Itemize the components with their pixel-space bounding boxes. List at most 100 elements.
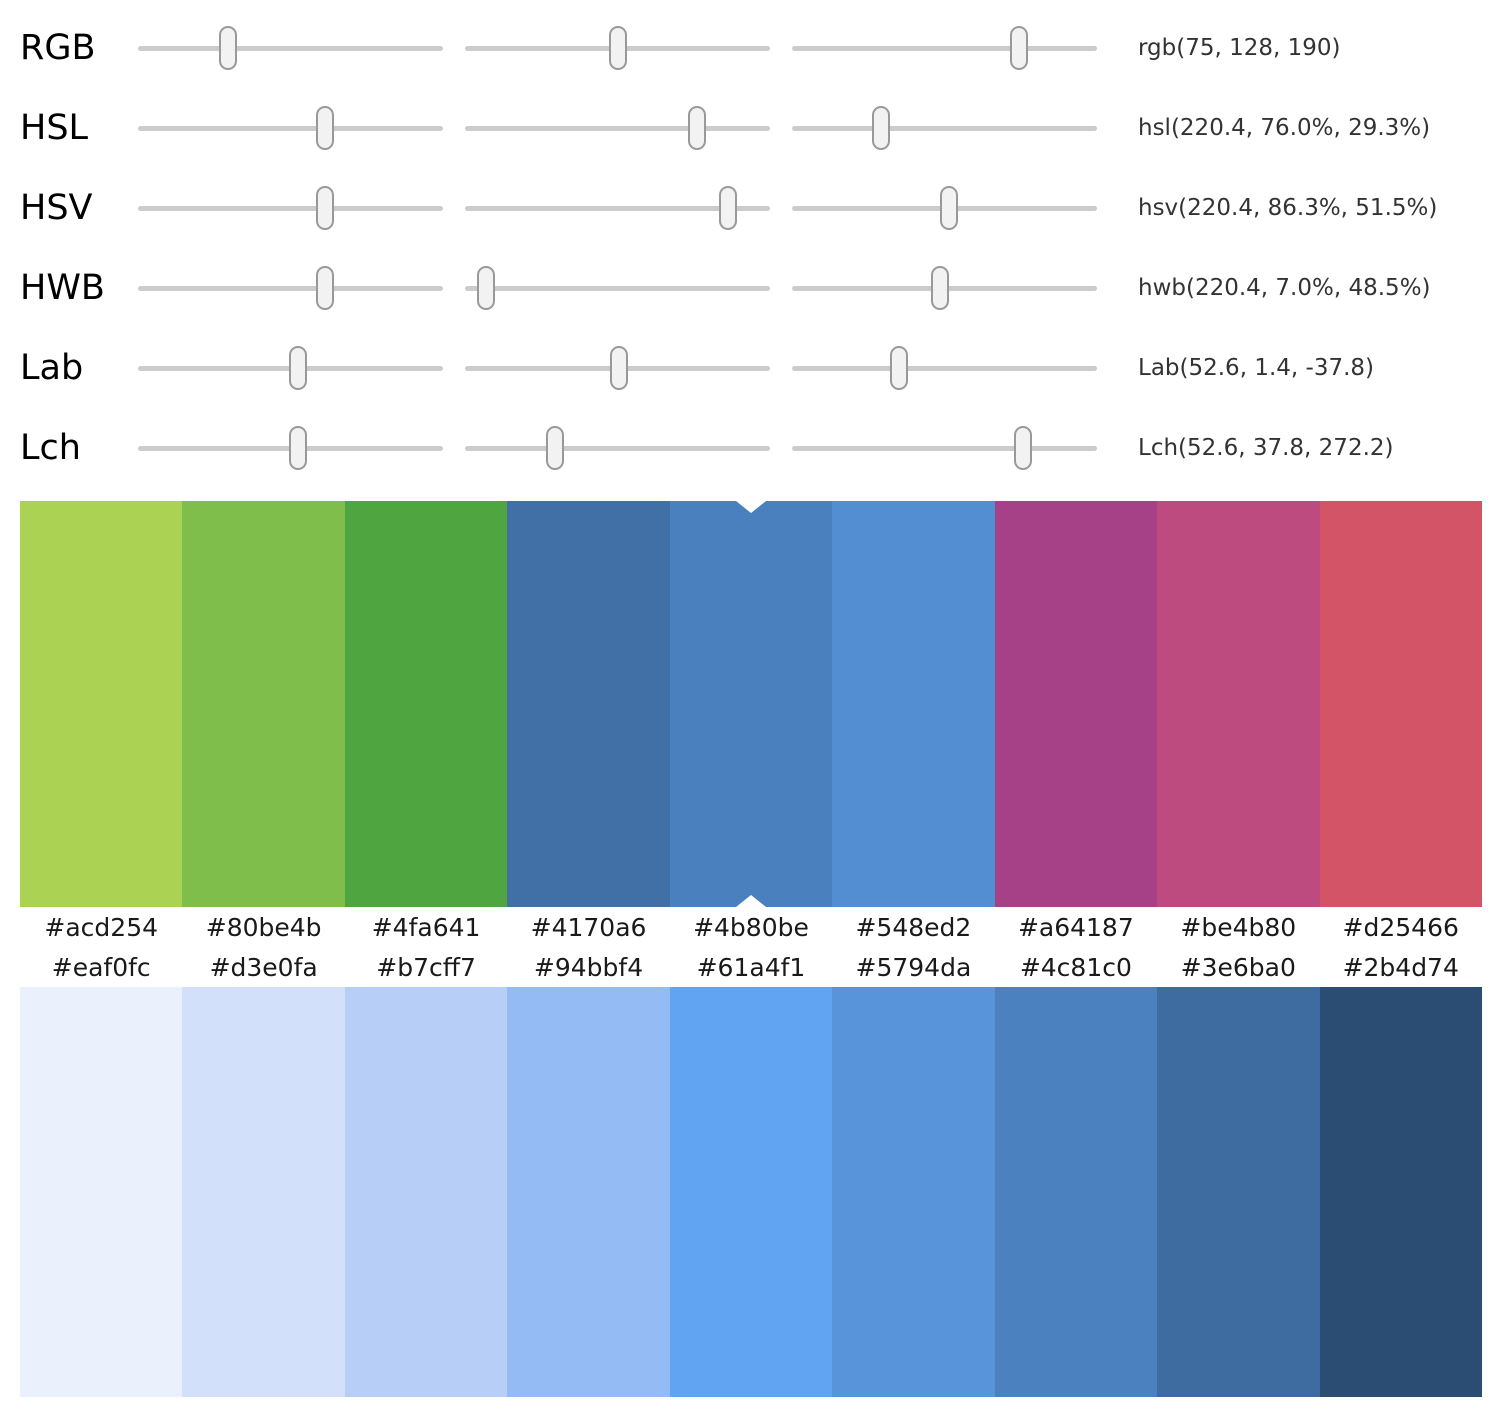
tint-shade-swatch-2[interactable] xyxy=(182,987,345,1397)
slider-track[interactable] xyxy=(138,285,443,291)
hsv-slider-3[interactable] xyxy=(792,180,1097,236)
lch-slider-2[interactable] xyxy=(465,420,770,476)
hex-code-label: #4170a6 xyxy=(530,912,647,942)
hwb-slider-1[interactable] xyxy=(138,260,443,316)
slider-thumb[interactable] xyxy=(545,426,564,470)
slider-thumb[interactable] xyxy=(719,186,738,230)
scale-swatch-9[interactable] xyxy=(1319,501,1482,907)
hwb-model-label: HWB xyxy=(20,267,105,308)
tint-shade-swatch-7[interactable] xyxy=(994,987,1158,1397)
hex-code-label: #a64187 xyxy=(1017,912,1134,942)
lch-slider-3[interactable] xyxy=(792,420,1097,476)
slider-thumb[interactable] xyxy=(315,186,334,230)
tint-shade-swatch-5[interactable] xyxy=(669,987,833,1397)
tint-shade-swatch-3[interactable] xyxy=(344,987,508,1397)
rgb-slider-3[interactable] xyxy=(792,20,1097,76)
scale-palette xyxy=(20,501,1482,907)
slider-thumb[interactable] xyxy=(315,106,334,150)
slider-thumb[interactable] xyxy=(930,266,949,310)
lab-slider-2[interactable] xyxy=(465,340,770,396)
slider-thumb[interactable] xyxy=(218,26,237,70)
slider-track[interactable] xyxy=(792,365,1097,371)
scale-swatch-2[interactable] xyxy=(182,501,345,907)
slider-section: RGB rgb(75, 128, 190) HSL hsl(220.4, 76.0%,… xyxy=(0,0,1501,488)
slider-thumb[interactable] xyxy=(890,346,909,390)
scale-swatch-3[interactable] xyxy=(344,501,508,907)
hsl-value-text: hsl(220.4, 76.0%, 29.3%) xyxy=(1138,115,1431,141)
rgb-slider-2[interactable] xyxy=(465,20,770,76)
hsv-slider-2[interactable] xyxy=(465,180,770,236)
hex-code-label: #61a4f1 xyxy=(696,952,806,982)
slider-thumb[interactable] xyxy=(609,26,628,70)
tint-shade-swatch-9[interactable] xyxy=(1319,987,1482,1397)
tint-shade-swatch-8[interactable] xyxy=(1157,987,1320,1397)
slider-row-rgb: RGB rgb(75, 128, 190) xyxy=(0,8,1501,88)
slider-track[interactable] xyxy=(792,125,1097,131)
hwb-slider-3[interactable] xyxy=(792,260,1097,316)
hsl-slider-1[interactable] xyxy=(138,100,443,156)
hex-code-label: #80be4b xyxy=(205,912,322,942)
tint-shade-swatch-1[interactable] xyxy=(20,987,183,1397)
slider-thumb[interactable] xyxy=(289,426,308,470)
scale-swatch-7[interactable] xyxy=(994,501,1158,907)
slider-track[interactable] xyxy=(792,45,1097,51)
slider-row-hsv: HSV hsv(220.4, 86.3%, 51.5%) xyxy=(0,168,1501,248)
slider-thumb[interactable] xyxy=(940,186,959,230)
slider-row-lab: Lab Lab(52.6, 1.4, -37.8) xyxy=(0,328,1501,408)
hsv-model-label: HSV xyxy=(20,187,93,228)
lab-slider-3[interactable] xyxy=(792,340,1097,396)
scale-hex-labels: #acd254 #80be4b #4fa641 #4170a6 #4b80be #548e… xyxy=(20,907,1482,947)
slider-track[interactable] xyxy=(465,445,770,451)
tint-shade-swatch-6[interactable] xyxy=(832,987,995,1397)
slider-track[interactable] xyxy=(465,205,770,211)
selection-notch-top-icon xyxy=(735,501,766,513)
slider-thumb[interactable] xyxy=(610,346,629,390)
lab-value-text: Lab(52.6, 1.4, -37.8) xyxy=(1138,355,1374,381)
scale-swatch-4[interactable] xyxy=(507,501,670,907)
lch-model-label: Lch xyxy=(20,427,81,468)
hex-code-label: #d25466 xyxy=(1342,912,1459,942)
rgb-model-label: RGB xyxy=(20,27,96,68)
slider-thumb[interactable] xyxy=(1010,26,1029,70)
scale-swatch-5[interactable] xyxy=(669,501,833,907)
hex-code-label: #eaf0fc xyxy=(51,952,151,982)
slider-row-hsl: HSL hsl(220.4, 76.0%, 29.3%) xyxy=(0,88,1501,168)
slider-track[interactable] xyxy=(138,45,443,51)
slider-thumb[interactable] xyxy=(289,346,308,390)
rgb-value-text: rgb(75, 128, 190) xyxy=(1138,35,1341,61)
slider-thumb[interactable] xyxy=(872,106,891,150)
slider-thumb[interactable] xyxy=(1013,426,1032,470)
selection-notch-bottom-icon xyxy=(735,895,766,907)
slider-thumb[interactable] xyxy=(687,106,706,150)
slider-track[interactable] xyxy=(138,205,443,211)
hex-code-label: #d3e0fa xyxy=(209,952,318,982)
slider-thumb[interactable] xyxy=(477,266,496,310)
hwb-slider-2[interactable] xyxy=(465,260,770,316)
slider-track[interactable] xyxy=(138,125,443,131)
hex-code-label: #be4b80 xyxy=(1180,912,1297,942)
hex-code-label: #548ed2 xyxy=(855,912,972,942)
hsl-model-label: HSL xyxy=(20,107,89,148)
scale-swatch-8[interactable] xyxy=(1157,501,1320,907)
hex-code-label: #b7cff7 xyxy=(376,952,476,982)
lab-slider-1[interactable] xyxy=(138,340,443,396)
slider-track[interactable] xyxy=(465,125,770,131)
rgb-slider-1[interactable] xyxy=(138,20,443,76)
slider-row-hwb: HWB hwb(220.4, 7.0%, 48.5%) xyxy=(0,248,1501,328)
hex-code-label: #4b80be xyxy=(693,912,809,942)
tint-shade-swatch-4[interactable] xyxy=(507,987,670,1397)
hex-code-label: #4fa641 xyxy=(371,912,481,942)
slider-track[interactable] xyxy=(465,285,770,291)
tint-shade-palette xyxy=(20,987,1482,1397)
slider-thumb[interactable] xyxy=(315,266,334,310)
scale-swatch-1[interactable] xyxy=(20,501,183,907)
lch-slider-1[interactable] xyxy=(138,420,443,476)
hsl-slider-3[interactable] xyxy=(792,100,1097,156)
hsv-value-text: hsv(220.4, 86.3%, 51.5%) xyxy=(1138,195,1438,221)
scale-swatch-6[interactable] xyxy=(832,501,995,907)
slider-track[interactable] xyxy=(792,445,1097,451)
hsl-slider-2[interactable] xyxy=(465,100,770,156)
hsv-slider-1[interactable] xyxy=(138,180,443,236)
lab-model-label: Lab xyxy=(20,347,84,388)
